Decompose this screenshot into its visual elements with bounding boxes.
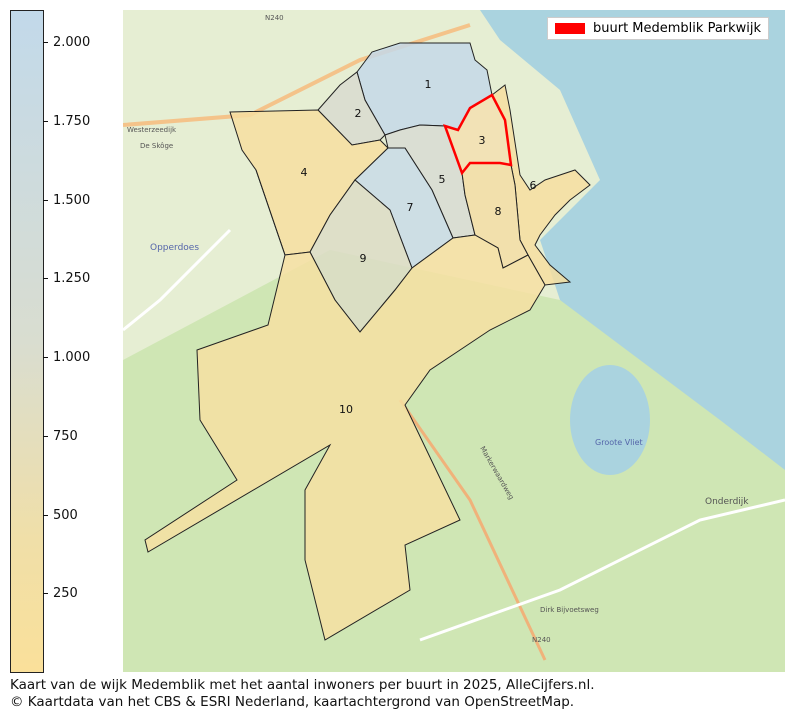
colorbar-tick: 500	[43, 508, 78, 523]
road-markerwaardweg	[398, 399, 547, 661]
region-label: 6	[530, 179, 537, 192]
ijsselmeer-water	[480, 10, 785, 470]
colorbar-tick: 1.500	[43, 193, 90, 208]
colorbar-tick: 250	[43, 586, 78, 601]
buurt-region-10[interactable]	[144, 169, 546, 641]
colorbar-tick: 750	[43, 429, 78, 444]
legend-swatch	[555, 23, 585, 34]
colorbar	[10, 10, 44, 673]
place-label: N240	[532, 636, 551, 644]
place-label: Opperdoes	[150, 243, 199, 253]
groote-vliet-water	[570, 365, 650, 475]
legend-label: buurt Medemblik Parkwijk	[593, 21, 762, 36]
place-label: De Skôge	[140, 142, 173, 150]
road-dirk-bijvoetsweg	[419, 498, 785, 642]
map[interactable]: 1 2 3 4 5 6 7 8 9 10 Opperdoes Onderdijk Groote V…	[123, 10, 785, 672]
place-label: N240	[265, 14, 284, 22]
place-label: Westerzeedijk	[127, 126, 177, 134]
colorbar-tick: 1.250	[43, 271, 90, 286]
region-label: 7	[407, 201, 414, 214]
region-label: 5	[439, 173, 446, 186]
road	[123, 228, 232, 332]
region-label: 1	[425, 78, 432, 91]
colorbar-tick: 1.750	[43, 114, 90, 129]
place-label: Dirk Bijvoetsweg	[540, 606, 599, 614]
region-label: 10	[339, 403, 353, 416]
region-label: 9	[360, 252, 367, 265]
colorbar-tick: 2.000	[43, 35, 90, 50]
highlighted-buurt-outline	[442, 93, 513, 176]
region-label: 3	[479, 134, 486, 147]
region-label: 2	[355, 107, 362, 120]
region-label: 8	[495, 205, 502, 218]
region-label: 4	[301, 166, 308, 179]
place-label: Groote Vliet	[595, 438, 643, 447]
place-label: Onderdijk	[705, 497, 749, 507]
caption-title: Kaart van de wijk Medemblik met het aant…	[10, 677, 595, 693]
colorbar-tick: 1.000	[43, 350, 90, 365]
legend: buurt Medemblik Parkwijk	[547, 17, 770, 40]
caption-credits: © Kaartdata van het CBS & ESRI Nederland…	[10, 694, 575, 710]
